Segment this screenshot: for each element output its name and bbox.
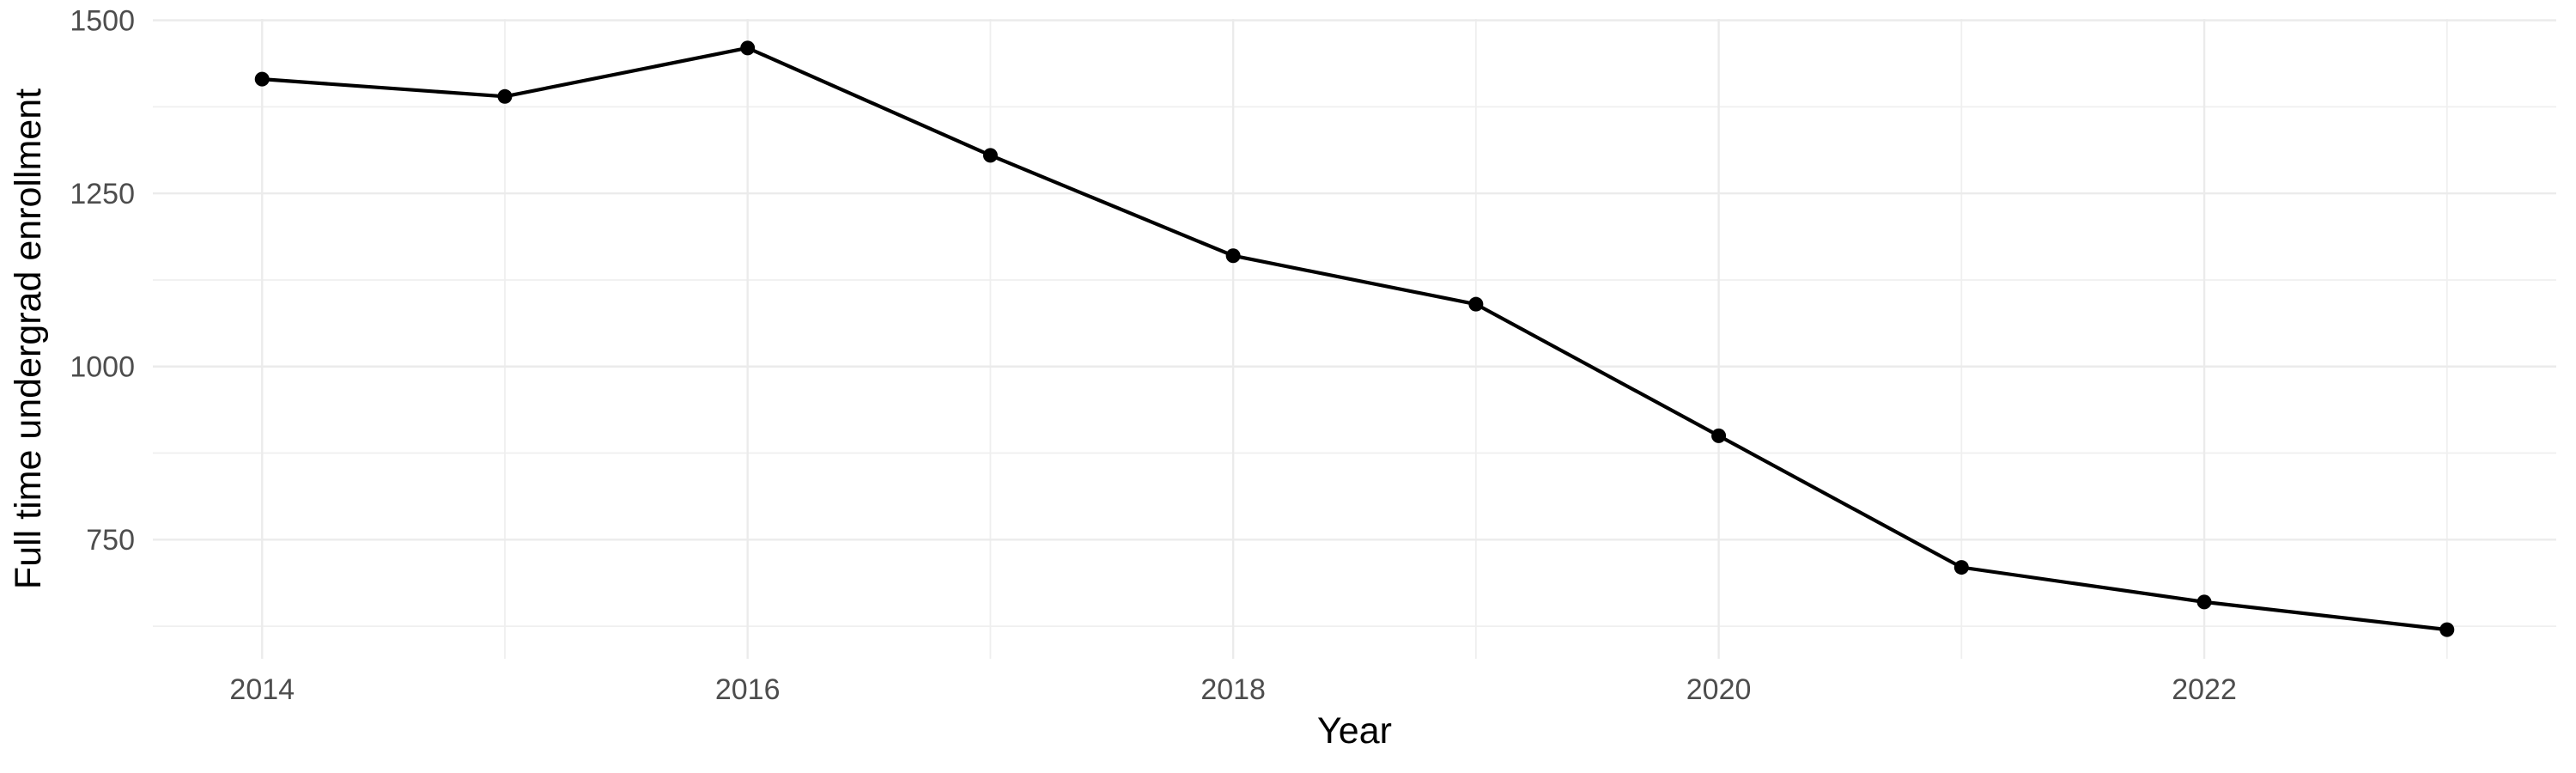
y-tick-label: 1500 (70, 5, 135, 38)
data-point (2196, 594, 2212, 610)
y-axis-tick-labels: 750 1000 1250 1500 (70, 5, 135, 557)
enrollment-line (262, 46, 2448, 632)
y-tick-label: 1000 (70, 351, 135, 384)
x-tick-label: 2014 (229, 673, 295, 706)
data-point (2439, 622, 2455, 637)
data-point (740, 40, 756, 56)
x-tick-label: 2018 (1200, 673, 1266, 706)
data-point (1711, 428, 1727, 443)
data-point (1225, 248, 1241, 264)
minor-gridlines (153, 19, 2556, 659)
x-tick-label: 2016 (715, 673, 781, 706)
data-point (1468, 296, 1484, 312)
major-gridlines (153, 19, 2556, 659)
series-layer (254, 40, 2455, 637)
y-axis-title: Full time undergrad enrollment (8, 88, 49, 589)
data-point (982, 148, 998, 163)
x-tick-label: 2022 (2172, 673, 2237, 706)
y-tick-label: 750 (86, 524, 135, 557)
y-tick-label: 1250 (70, 178, 135, 210)
x-axis-title: Year (1317, 710, 1392, 752)
data-point (254, 71, 270, 87)
data-point (497, 88, 513, 104)
x-axis-tick-labels: 2014 2016 2018 2020 2022 (229, 673, 2236, 706)
data-point (1953, 560, 1969, 575)
x-tick-label: 2020 (1686, 673, 1752, 706)
